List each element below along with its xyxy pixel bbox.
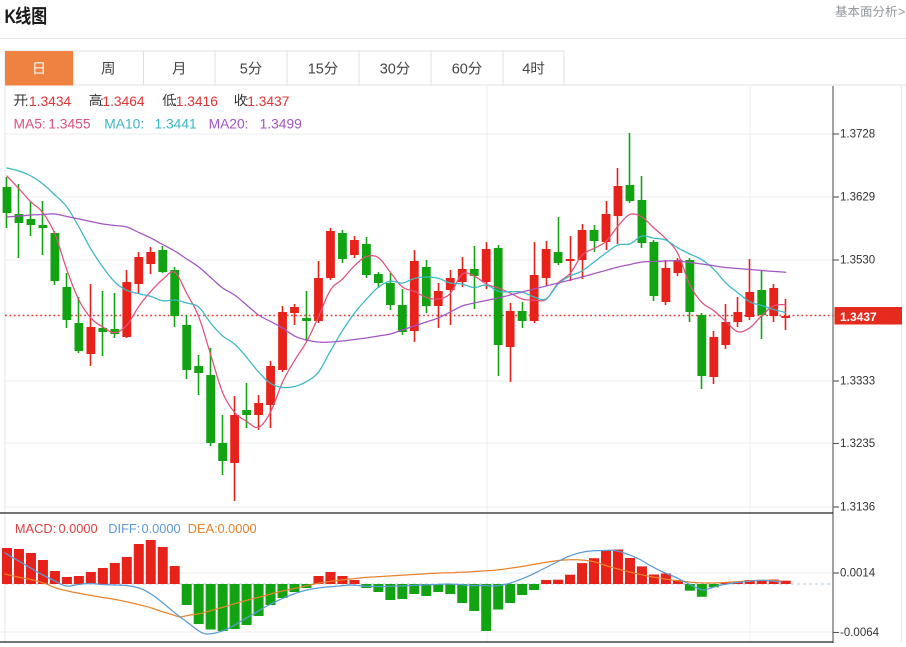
svg-text:-0.0064: -0.0064 bbox=[840, 627, 880, 639]
svg-text:K: K bbox=[5, 6, 17, 28]
svg-text:3: 3 bbox=[380, 62, 388, 78]
svg-text:0: 0 bbox=[388, 62, 396, 78]
svg-text:MA20:: MA20: bbox=[209, 116, 249, 131]
svg-text:1.3530: 1.3530 bbox=[840, 255, 875, 267]
svg-text:5: 5 bbox=[240, 62, 248, 78]
svg-text:MACD:: MACD: bbox=[15, 521, 56, 536]
svg-text:0.0014: 0.0014 bbox=[840, 568, 876, 580]
svg-text:1.3437: 1.3437 bbox=[840, 310, 877, 324]
svg-text:1.3434: 1.3434 bbox=[29, 94, 72, 109]
svg-text:0.0000: 0.0000 bbox=[142, 521, 181, 536]
svg-text:DEA:: DEA: bbox=[188, 521, 218, 536]
svg-text::: : bbox=[174, 94, 178, 109]
svg-text:1.3437: 1.3437 bbox=[247, 94, 289, 109]
svg-text::: : bbox=[100, 94, 104, 109]
svg-text:6: 6 bbox=[452, 62, 460, 78]
svg-text:0.0000: 0.0000 bbox=[59, 521, 98, 536]
svg-text:DIFF:: DIFF: bbox=[108, 521, 140, 536]
svg-text::: : bbox=[245, 94, 249, 109]
svg-text:MA5:: MA5: bbox=[14, 116, 46, 131]
svg-text:1: 1 bbox=[308, 62, 316, 78]
svg-text:0.0000: 0.0000 bbox=[218, 521, 257, 536]
svg-text:0: 0 bbox=[460, 62, 468, 78]
svg-text:1.3629: 1.3629 bbox=[840, 192, 875, 204]
svg-text:>: > bbox=[898, 5, 905, 19]
svg-text:1.3136: 1.3136 bbox=[840, 502, 875, 514]
svg-text:5: 5 bbox=[316, 62, 324, 78]
svg-text:1.3499: 1.3499 bbox=[260, 116, 303, 131]
svg-text:MA10:: MA10: bbox=[104, 116, 144, 131]
svg-text::: : bbox=[25, 94, 29, 109]
svg-text:1.3235: 1.3235 bbox=[840, 438, 875, 450]
svg-text:1.3333: 1.3333 bbox=[840, 376, 875, 388]
svg-text:1.3728: 1.3728 bbox=[840, 129, 875, 141]
svg-text:1.3441: 1.3441 bbox=[155, 116, 197, 131]
svg-text:1.3416: 1.3416 bbox=[176, 94, 219, 109]
svg-text:1.3464: 1.3464 bbox=[102, 94, 145, 109]
svg-text:1.3455: 1.3455 bbox=[48, 116, 91, 131]
svg-text:4: 4 bbox=[522, 62, 530, 78]
